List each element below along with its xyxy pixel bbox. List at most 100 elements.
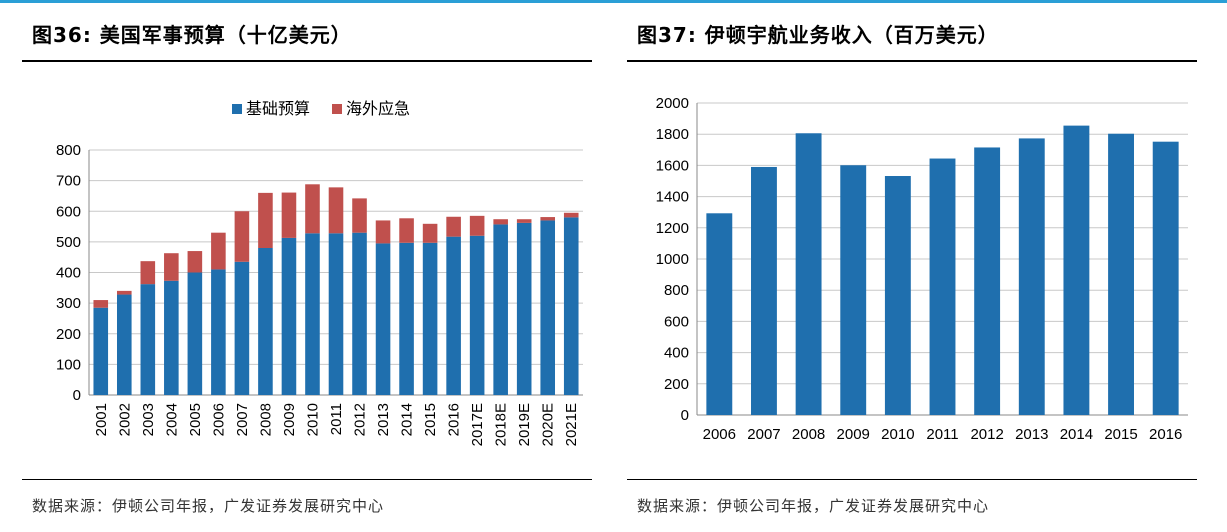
legend-label: 基础预算 [246, 99, 310, 118]
x-tick-label: 2021E [563, 403, 580, 446]
bar-base [234, 261, 250, 395]
x-tick-label: 2008 [792, 426, 825, 443]
y-tick-label: 800 [56, 142, 81, 159]
x-tick-label: 2012 [970, 426, 1003, 443]
bar-base [187, 272, 203, 395]
bar-base [1108, 133, 1134, 415]
y-tick-label: 200 [664, 376, 689, 393]
bar-base [563, 217, 579, 395]
y-tick-label: 700 [56, 173, 81, 190]
x-tick-label: 2011 [926, 426, 958, 443]
bar-base [211, 269, 226, 395]
y-tick-label: 200 [56, 326, 81, 343]
bar-base [1152, 141, 1179, 416]
bar-segment-1 [493, 219, 508, 225]
bar-segment-1 [258, 192, 273, 248]
y-tick-label: 0 [681, 407, 689, 424]
x-tick-label: 2003 [140, 403, 157, 436]
x-tick-label: 2007 [234, 403, 251, 436]
bar-base [540, 220, 556, 395]
y-tick-label: 800 [664, 282, 689, 299]
bar-base [281, 237, 297, 395]
x-tick-label: 2016 [1149, 426, 1182, 443]
legend-swatch [232, 104, 242, 114]
x-tick-label: 2020E [540, 403, 557, 446]
x-tick-label: 2019E [516, 403, 533, 446]
bar-base [93, 307, 109, 395]
y-tick-label: 1600 [656, 157, 689, 174]
x-tick-label: 2012 [352, 403, 369, 436]
bar-base [116, 294, 132, 395]
figure-37-title: 图37: 伊顿宇航业务收入（百万美元） [637, 23, 999, 47]
bar-base [328, 233, 344, 395]
bar-segment-1 [211, 232, 226, 270]
y-tick-label: 600 [664, 313, 689, 330]
figure-37-title-rule [627, 60, 1197, 62]
x-tick-label: 2017E [469, 403, 486, 446]
bar-segment-1 [93, 300, 109, 308]
x-tick-label: 2016 [446, 403, 463, 436]
y-tick-label: 600 [56, 203, 81, 220]
figure-37-source: 数据来源：伊顿公司年报，广发证券发展研究中心 [637, 497, 990, 515]
x-tick-label: 2007 [747, 426, 780, 443]
top-accent-rule [0, 0, 1227, 3]
x-tick-label: 2015 [422, 403, 439, 436]
bar-segment-1 [328, 187, 344, 234]
x-tick-label: 2004 [163, 403, 180, 436]
figure-36-source: 数据来源：伊顿公司年报，广发证券发展研究中心 [32, 497, 385, 515]
bar-segment-1 [305, 184, 320, 234]
bar-base [974, 147, 1001, 415]
aerospace-revenue-chart: 0 200 400 600 800 1000 1200 1400 1600 1800 2000 200… [656, 95, 1188, 443]
y-tick-label: 400 [56, 265, 81, 282]
y-tick-label: 300 [56, 295, 81, 312]
bar-base [422, 242, 438, 395]
bar-base [446, 236, 461, 395]
bar-base [140, 284, 156, 395]
x-tick-label: 2014 [1060, 426, 1093, 443]
bar-base [164, 280, 179, 395]
bar-base [1063, 125, 1090, 416]
bar-base [706, 213, 733, 415]
bar-segment-1 [352, 198, 367, 233]
figure-37-panel: 图37: 伊顿宇航业务收入（百万美元） 0 200 400 600 800 1000 120… [627, 3, 1197, 532]
x-tick-label: 2008 [257, 403, 274, 436]
bar-base [305, 233, 320, 395]
bar-base [1018, 138, 1045, 416]
figure-36-bottom-rule [22, 479, 592, 480]
bar-base [399, 242, 414, 395]
figure-37-bottom-rule [627, 479, 1197, 480]
bar-base [751, 166, 777, 415]
bar-base [795, 133, 822, 415]
x-tick-label: 2002 [116, 403, 133, 436]
y-tick-label: 500 [56, 234, 81, 251]
bar-base [929, 158, 956, 415]
bar-base [493, 224, 508, 395]
bar-segment-1 [540, 217, 556, 221]
figure-36-title: 图36: 美国军事预算（十亿美元） [32, 23, 352, 47]
x-tick-label: 2013 [1015, 426, 1048, 443]
x-tick-label: 2015 [1104, 426, 1137, 443]
bar-segment-1 [375, 220, 391, 244]
bar-segment-1 [399, 218, 414, 243]
x-tick-label: 2006 [210, 403, 227, 436]
bar-segment-1 [187, 251, 203, 273]
bar-base [884, 176, 911, 415]
bar-base [516, 222, 532, 395]
military-budget-chart: 0 100 200 300 400 500 600 700 800 2001 2002 2003 200… [56, 99, 583, 446]
bar-base [469, 235, 485, 395]
legend-label: 海外应急 [346, 99, 410, 118]
bar-segment-1 [469, 215, 485, 236]
bar-segment-1 [281, 192, 297, 238]
bar-base [375, 243, 391, 395]
bar-base [258, 248, 273, 395]
x-tick-label: 2006 [703, 426, 736, 443]
bar-base [840, 165, 867, 415]
x-tick-label: 2011 [328, 403, 345, 435]
x-tick-label: 2001 [93, 403, 110, 436]
x-tick-label: 2010 [304, 403, 321, 436]
bar-base [352, 232, 367, 395]
x-tick-label: 2013 [375, 403, 392, 436]
bar-segment-1 [422, 223, 438, 243]
bar-segment-1 [164, 253, 179, 281]
y-tick-label: 1200 [656, 220, 689, 237]
